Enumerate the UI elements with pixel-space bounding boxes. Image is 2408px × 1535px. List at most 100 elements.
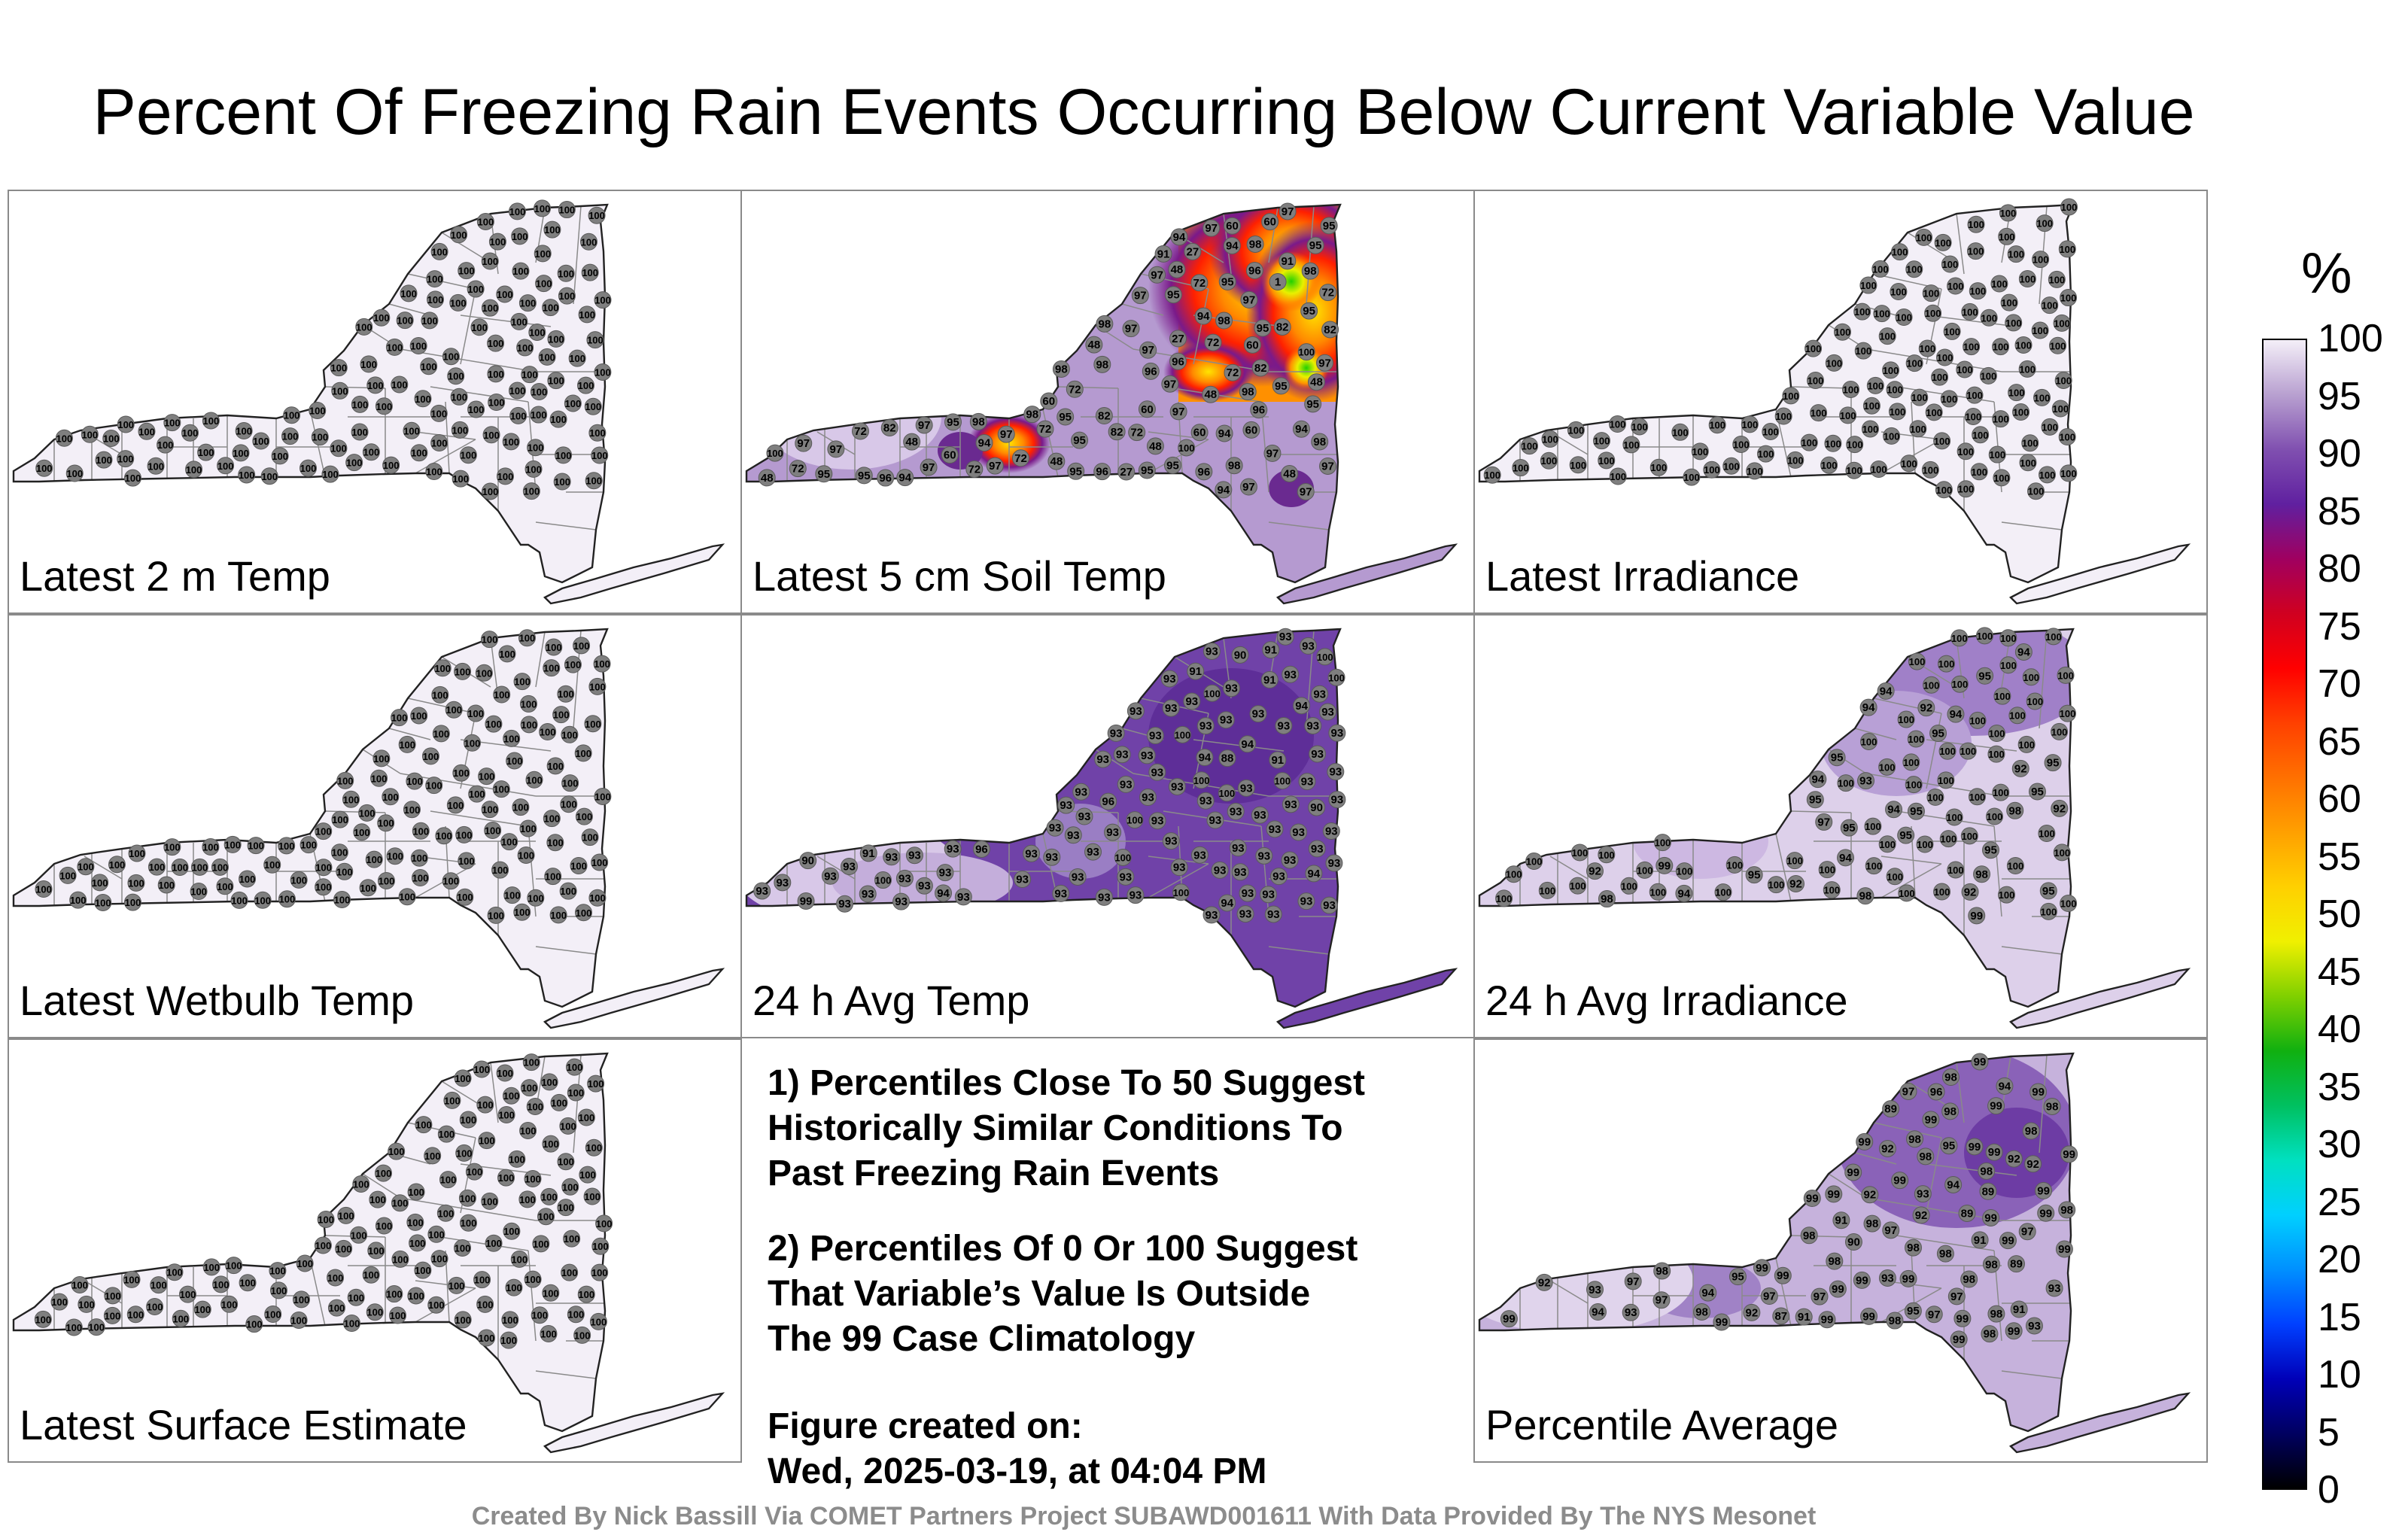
- station-marker: 100: [382, 788, 400, 806]
- svg-text:92: 92: [1789, 877, 1802, 890]
- station-marker: 48: [903, 433, 921, 451]
- station-marker: 100: [1297, 343, 1315, 361]
- svg-text:100: 100: [336, 1243, 352, 1254]
- station-marker: 100: [2014, 336, 2033, 354]
- svg-text:100: 100: [35, 1314, 51, 1325]
- svg-text:100: 100: [445, 704, 462, 716]
- station-marker: 100: [1786, 852, 1804, 870]
- station-marker: 100: [2031, 321, 2049, 339]
- svg-text:92: 92: [1589, 865, 1601, 878]
- station-marker: 100: [583, 1187, 601, 1205]
- svg-text:100: 100: [555, 450, 572, 461]
- station-marker: 95: [944, 413, 962, 431]
- station-marker: 98: [1936, 1245, 1954, 1263]
- svg-text:100: 100: [504, 890, 521, 901]
- station-marker: 93: [1075, 807, 1093, 825]
- station-marker: 100: [557, 1199, 575, 1217]
- svg-text:99: 99: [1858, 1135, 1871, 1148]
- svg-text:98: 98: [1990, 1308, 2003, 1321]
- svg-text:100: 100: [548, 375, 564, 387]
- station-marker: 100: [382, 456, 400, 474]
- station-marker: 100: [1967, 215, 1985, 233]
- svg-text:93: 93: [1025, 847, 1038, 860]
- svg-text:100: 100: [438, 1129, 455, 1140]
- station-marker: 100: [1873, 305, 1891, 323]
- svg-text:100: 100: [1854, 306, 1871, 318]
- svg-text:100: 100: [427, 274, 443, 285]
- svg-text:100: 100: [2000, 660, 2017, 671]
- svg-text:100: 100: [451, 424, 468, 436]
- station-marker: 100: [1909, 420, 1927, 438]
- station-marker: 60: [1190, 424, 1209, 442]
- svg-text:100: 100: [488, 369, 504, 380]
- station-marker: 100: [575, 807, 593, 825]
- station-marker: 95: [2028, 783, 2046, 801]
- station-marker: 100: [521, 366, 539, 384]
- svg-text:93: 93: [1151, 766, 1163, 779]
- station-marker: 100: [482, 482, 500, 500]
- svg-text:82: 82: [1324, 324, 1336, 336]
- svg-text:100: 100: [1999, 889, 2015, 901]
- station-marker: 95: [1164, 286, 1182, 304]
- station-marker: 93: [905, 847, 923, 865]
- station-marker: 99: [1922, 1111, 1940, 1129]
- station-marker: 100: [366, 376, 385, 394]
- svg-text:100: 100: [456, 829, 473, 840]
- station-marker: 93: [1276, 628, 1294, 646]
- station-marker: 100: [347, 1288, 365, 1306]
- svg-text:93: 93: [1240, 782, 1253, 795]
- svg-text:91: 91: [862, 847, 875, 860]
- svg-text:93: 93: [1106, 826, 1119, 839]
- svg-text:93: 93: [1284, 854, 1297, 867]
- svg-text:100: 100: [1173, 887, 1190, 898]
- svg-text:93: 93: [1292, 826, 1305, 839]
- station-marker: 93: [1282, 795, 1300, 813]
- station-marker: 48: [1168, 260, 1186, 278]
- station-marker: 91: [1269, 751, 1287, 769]
- station-marker: 99: [1899, 1269, 1917, 1287]
- svg-text:100: 100: [1775, 411, 1792, 422]
- svg-text:97: 97: [1928, 1309, 1941, 1321]
- station-marker: 95: [815, 465, 833, 483]
- svg-text:100: 100: [503, 1090, 520, 1102]
- svg-text:100: 100: [1952, 679, 1969, 690]
- station-marker: 100: [117, 450, 135, 468]
- station-marker: 97: [1316, 354, 1334, 372]
- svg-text:93: 93: [1269, 823, 1282, 836]
- station-marker: 97: [1760, 1287, 1778, 1306]
- station-marker: 98: [1856, 887, 1874, 905]
- svg-text:100: 100: [579, 1169, 596, 1181]
- station-marker: 97: [1652, 1291, 1671, 1309]
- svg-text:100: 100: [562, 778, 579, 789]
- station-marker: 100: [366, 1303, 384, 1321]
- svg-text:94: 94: [937, 887, 950, 900]
- colorbar-tick-label: 15: [2318, 1295, 2361, 1339]
- svg-text:100: 100: [2000, 633, 2017, 644]
- station-marker: 100: [283, 406, 301, 424]
- panel-latest-5cm-soil-temp: 94 60 72 72 95 72 95 48 82 72 48 48 72 60 48 60 95 82 95 72…: [740, 190, 1475, 614]
- svg-text:93: 93: [838, 898, 851, 910]
- svg-text:100: 100: [332, 814, 348, 825]
- svg-text:100: 100: [517, 342, 534, 354]
- svg-text:100: 100: [455, 1242, 471, 1254]
- svg-text:100: 100: [2008, 388, 2025, 399]
- svg-text:100: 100: [574, 1330, 591, 1341]
- station-marker: 100: [2012, 403, 2030, 421]
- svg-text:100: 100: [594, 658, 610, 670]
- svg-text:100: 100: [1926, 407, 1942, 418]
- station-marker: 93: [1227, 802, 1245, 820]
- station-marker: 100: [1905, 776, 1923, 794]
- station-marker: 92: [1787, 874, 1805, 892]
- svg-text:100: 100: [437, 1208, 454, 1219]
- colorbar-tick-label: 40: [2318, 1008, 2361, 1051]
- station-marker: 100: [1782, 387, 1800, 405]
- svg-text:100: 100: [559, 290, 576, 302]
- station-marker: 98: [1941, 1102, 1960, 1120]
- svg-text:100: 100: [539, 351, 555, 363]
- station-marker: 100: [264, 1306, 282, 1324]
- svg-text:100: 100: [293, 1294, 310, 1306]
- station-marker: 93: [1138, 746, 1156, 764]
- svg-text:100: 100: [594, 366, 611, 378]
- station-marker: 100: [1916, 835, 1934, 853]
- station-marker: 93: [821, 867, 839, 885]
